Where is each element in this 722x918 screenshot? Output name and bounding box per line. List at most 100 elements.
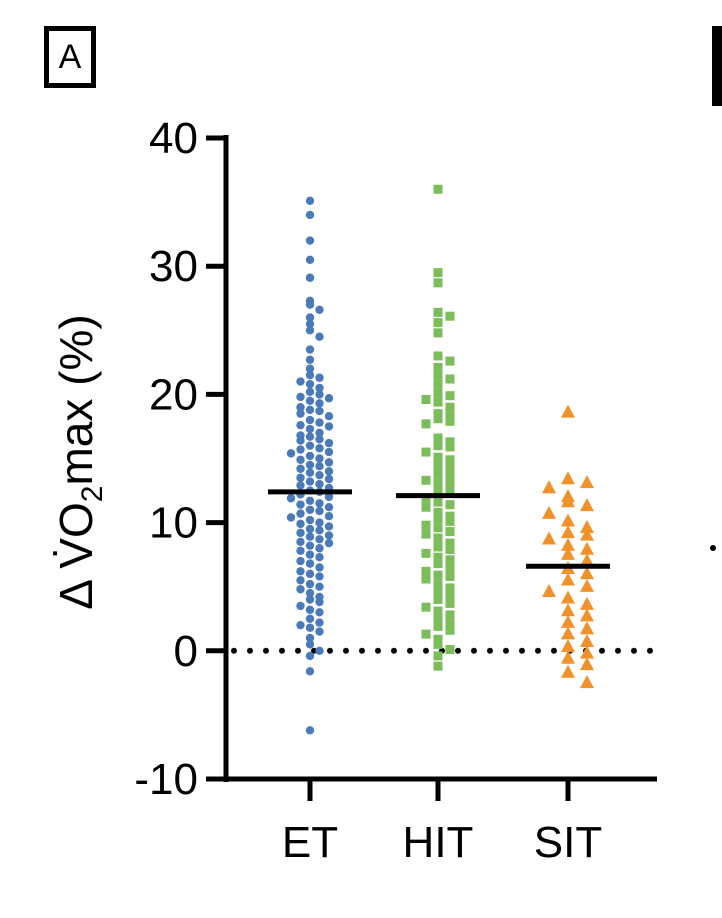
hit-point	[433, 533, 443, 543]
et-point	[315, 646, 324, 655]
hit-point	[433, 621, 443, 631]
hit-point	[421, 475, 431, 485]
et-point	[324, 411, 334, 421]
et-point	[296, 445, 305, 454]
et-point	[324, 538, 334, 548]
et-point	[305, 345, 315, 354]
hit-point	[445, 625, 455, 635]
hit-point	[445, 416, 455, 426]
et-point	[305, 579, 315, 589]
et-point	[296, 620, 305, 630]
hit-point	[433, 460, 443, 470]
et-point	[315, 428, 324, 438]
sit-point	[580, 596, 594, 610]
et-point	[315, 479, 324, 489]
hit-point	[445, 527, 455, 537]
et-point	[305, 726, 315, 735]
sit-point	[580, 541, 594, 555]
et-point	[315, 627, 324, 636]
hit-point	[433, 587, 443, 597]
et-point	[315, 544, 324, 553]
hit-point	[433, 615, 443, 625]
hit-point	[421, 548, 431, 558]
et-point	[305, 532, 315, 541]
et-point	[286, 513, 296, 522]
et-point	[305, 313, 315, 322]
et-point	[296, 481, 305, 490]
et-point	[305, 379, 315, 389]
hit-point	[433, 409, 443, 419]
et-point	[305, 319, 315, 329]
hit-point	[421, 419, 431, 429]
et-point	[296, 509, 305, 518]
et-point	[296, 576, 305, 585]
sit-point	[561, 546, 575, 560]
et-point	[305, 273, 315, 282]
sit-point	[580, 645, 594, 659]
hit-point	[433, 328, 443, 338]
et-point	[315, 582, 324, 591]
et-point	[305, 396, 315, 406]
hit-point	[421, 493, 431, 503]
et-point	[305, 588, 315, 598]
et-point	[305, 595, 315, 604]
hit-point	[445, 571, 455, 581]
et-point	[315, 461, 324, 471]
et-point	[315, 435, 324, 444]
et-point	[305, 255, 315, 264]
hit-point	[445, 562, 455, 572]
et-point	[315, 390, 324, 399]
et-point	[324, 467, 334, 476]
hit-point	[445, 488, 455, 498]
hit-point	[433, 552, 443, 562]
hit-point	[433, 497, 443, 507]
et-point	[305, 559, 315, 568]
et-point	[296, 392, 305, 402]
hit-point	[433, 414, 443, 424]
hit-point	[433, 318, 443, 328]
et-point	[296, 528, 305, 538]
et-point	[305, 326, 315, 335]
y-tick-label: 20	[149, 370, 198, 419]
sit-point	[561, 650, 575, 664]
hit-point	[445, 374, 455, 384]
hit-point	[445, 455, 455, 465]
et-point	[324, 422, 334, 431]
et-point	[315, 332, 324, 341]
et-point	[324, 447, 334, 457]
et-point	[296, 500, 305, 509]
hit-point	[433, 514, 443, 524]
et-point	[296, 464, 305, 473]
hit-point	[433, 639, 443, 649]
axes-layer: -10 0 10 20 30 40 ET HIT SIT	[134, 114, 659, 867]
et-point	[305, 477, 315, 486]
sit-point	[561, 664, 575, 678]
hit-point	[445, 555, 455, 565]
et-point	[315, 506, 324, 516]
hit-point	[445, 311, 455, 321]
et-point	[315, 572, 324, 581]
adjacent-panel-dot	[710, 545, 716, 551]
sit-point	[561, 603, 575, 617]
et-point	[305, 210, 315, 220]
et-point	[296, 556, 305, 566]
sit-point	[561, 537, 575, 551]
hit-point	[421, 629, 431, 639]
et-point	[296, 519, 305, 529]
sit-point	[561, 614, 575, 628]
hit-point	[421, 520, 431, 530]
et-point	[315, 597, 324, 607]
sit-point	[561, 590, 575, 604]
et-point	[315, 553, 324, 562]
points-layer	[286, 184, 594, 735]
et-point	[305, 451, 315, 461]
et-point	[305, 364, 315, 373]
hit-point	[433, 379, 443, 389]
et-point	[324, 492, 334, 502]
hit-point	[421, 502, 431, 512]
et-point	[296, 567, 305, 576]
hit-point	[433, 452, 443, 462]
sit-point	[580, 634, 594, 648]
et-point	[305, 415, 315, 425]
